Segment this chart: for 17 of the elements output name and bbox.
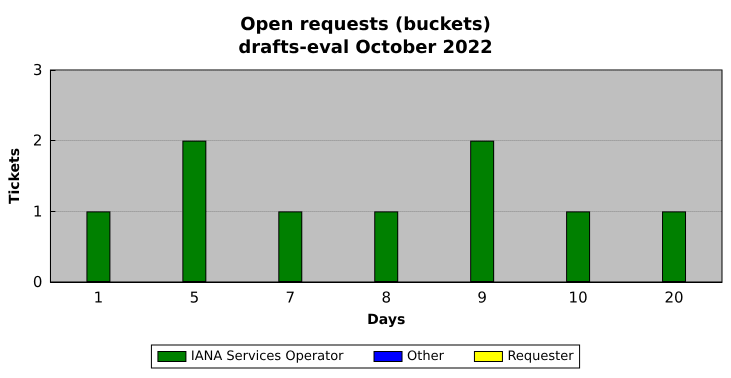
x-tick-label: 9 (477, 288, 487, 306)
chart-title: Open requests (buckets) drafts-eval October 2022 (238, 14, 493, 58)
x-tick-label: 5 (190, 288, 200, 306)
y-tick-label: 0 (32, 273, 42, 291)
x-tick-label: 20 (664, 288, 684, 306)
legend-label: Requester (507, 349, 574, 364)
x-tick-label: 1 (94, 288, 104, 306)
x-axis-title: Days (367, 312, 406, 328)
y-tick-label: 2 (32, 132, 42, 150)
legend-label: IANA Services Operator (190, 349, 344, 364)
x-tick-label: 7 (286, 288, 296, 306)
y-axis-title: Tickets (7, 148, 23, 204)
y-tick-label: 1 (32, 202, 42, 220)
legend-label: Other (407, 349, 445, 364)
y-tick-label: 3 (32, 61, 42, 79)
x-tick-label: 8 (381, 288, 391, 306)
x-tick-label: 10 (568, 288, 588, 306)
